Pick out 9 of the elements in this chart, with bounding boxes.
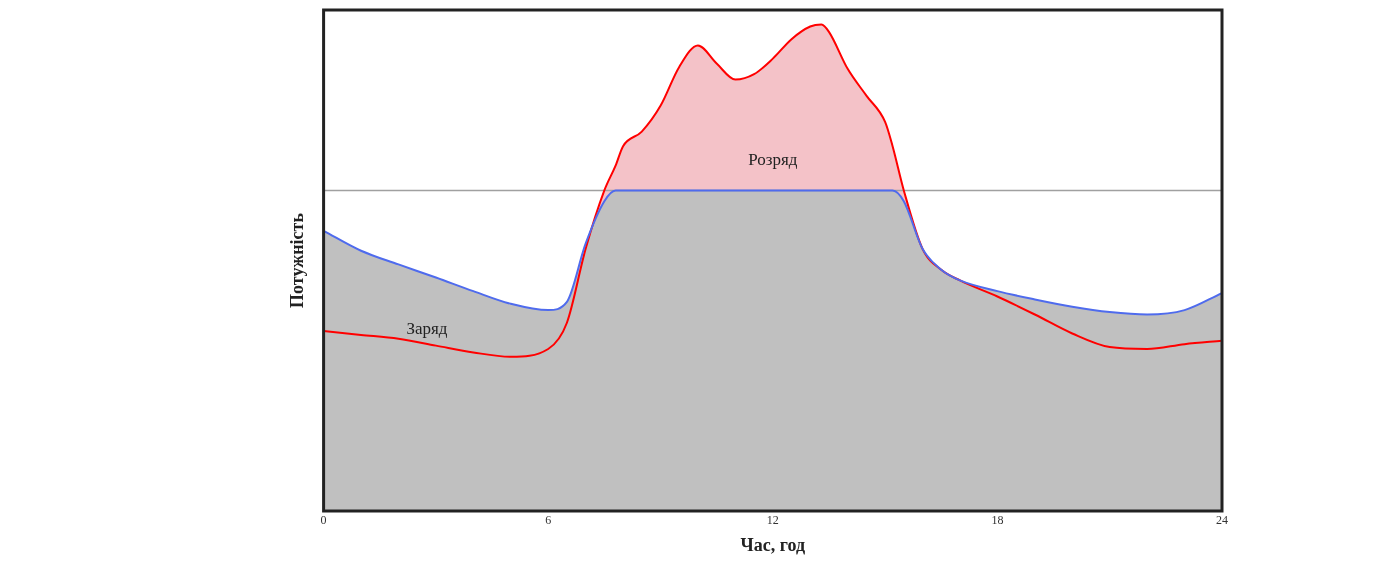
x-tick-label: 18 bbox=[991, 513, 1004, 528]
x-tick-label: 24 bbox=[1216, 513, 1228, 528]
annotation: Заряд bbox=[406, 319, 448, 339]
y-axis-title: Потужність bbox=[287, 212, 308, 308]
x-axis-title: Час, год bbox=[740, 534, 806, 555]
annotation: Розряд bbox=[748, 149, 798, 169]
x-tick-label: 12 bbox=[766, 513, 779, 528]
x-tick-label: 0 bbox=[320, 513, 327, 528]
x-tick-label: 6 bbox=[545, 513, 552, 528]
